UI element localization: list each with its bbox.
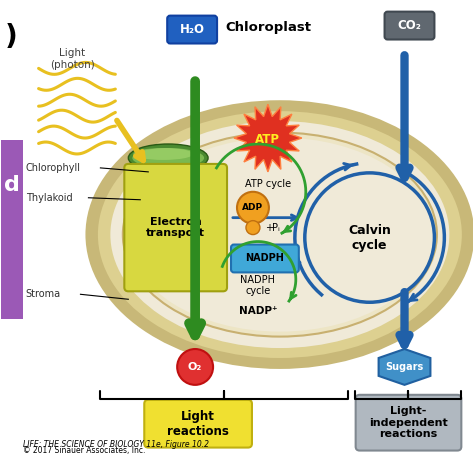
Ellipse shape xyxy=(128,137,432,332)
Text: Stroma: Stroma xyxy=(26,289,61,299)
Text: NADP⁺: NADP⁺ xyxy=(239,306,277,316)
Text: +: + xyxy=(265,222,273,233)
Ellipse shape xyxy=(133,212,193,223)
Text: Light-
independent
reactions: Light- independent reactions xyxy=(369,406,448,439)
Circle shape xyxy=(246,221,260,235)
Ellipse shape xyxy=(133,148,193,160)
Text: Light
(photon): Light (photon) xyxy=(50,49,95,70)
Text: Sugars: Sugars xyxy=(385,362,424,372)
Ellipse shape xyxy=(128,208,208,236)
FancyBboxPatch shape xyxy=(167,15,217,44)
Ellipse shape xyxy=(132,148,204,168)
Text: Chloroplast: Chloroplast xyxy=(225,20,311,34)
Polygon shape xyxy=(234,104,302,172)
Ellipse shape xyxy=(128,144,208,172)
Text: ADP: ADP xyxy=(242,203,264,212)
Ellipse shape xyxy=(85,100,474,369)
Text: © 2017 Sinauer Associates, Inc.: © 2017 Sinauer Associates, Inc. xyxy=(23,445,145,455)
Ellipse shape xyxy=(128,239,208,268)
Text: Light
reactions: Light reactions xyxy=(167,410,229,438)
Text: ATP cycle: ATP cycle xyxy=(245,179,291,189)
Ellipse shape xyxy=(110,121,449,348)
Ellipse shape xyxy=(128,176,208,204)
Circle shape xyxy=(305,173,434,302)
Ellipse shape xyxy=(133,180,193,192)
Text: Pᵢ: Pᵢ xyxy=(272,222,280,233)
Text: Chlorophyll: Chlorophyll xyxy=(26,163,81,173)
Text: NADPH: NADPH xyxy=(246,253,284,263)
Text: NADPH
cycle: NADPH cycle xyxy=(240,274,275,296)
FancyBboxPatch shape xyxy=(124,164,227,291)
FancyBboxPatch shape xyxy=(0,140,23,319)
Text: O₂: O₂ xyxy=(188,362,202,372)
Text: d: d xyxy=(4,175,19,195)
Text: H₂O: H₂O xyxy=(180,23,205,36)
FancyBboxPatch shape xyxy=(231,244,299,273)
Ellipse shape xyxy=(133,243,193,255)
Circle shape xyxy=(177,349,213,385)
Ellipse shape xyxy=(132,180,204,200)
FancyBboxPatch shape xyxy=(384,12,434,40)
Circle shape xyxy=(237,192,269,223)
Text: Thylakoid: Thylakoid xyxy=(26,193,72,203)
Ellipse shape xyxy=(132,212,204,232)
Text: Calvin
cycle: Calvin cycle xyxy=(348,223,391,252)
Text: ATP: ATP xyxy=(255,132,281,146)
Text: ): ) xyxy=(5,23,18,51)
Polygon shape xyxy=(379,349,430,385)
Text: Electron
transport: Electron transport xyxy=(146,217,205,238)
Ellipse shape xyxy=(98,111,462,358)
Text: CO₂: CO₂ xyxy=(398,19,421,32)
Ellipse shape xyxy=(132,243,204,263)
FancyBboxPatch shape xyxy=(144,400,252,448)
Text: LIFE: THE SCIENCE OF BIOLOGY 11e, Figure 10.2: LIFE: THE SCIENCE OF BIOLOGY 11e, Figure… xyxy=(23,440,209,449)
Ellipse shape xyxy=(123,132,437,337)
FancyBboxPatch shape xyxy=(356,395,461,450)
